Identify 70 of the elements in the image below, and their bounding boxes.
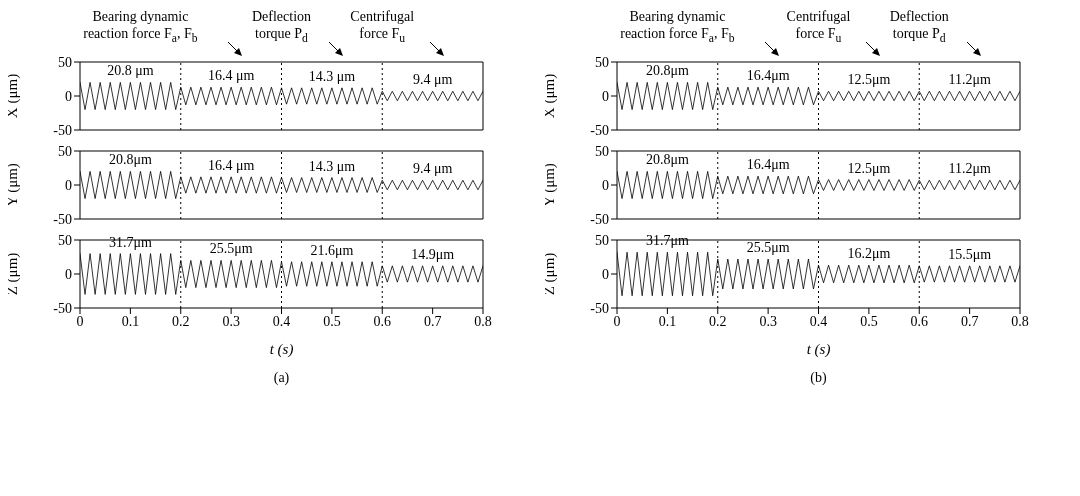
annotation: 12.5μm	[847, 160, 891, 176]
x-tick-label: 0.7	[960, 313, 979, 329]
y-tick-label: 0	[65, 88, 72, 104]
text: Deflection torque P$_{d}$	[250, 8, 313, 47]
annotation: 16.2μm	[847, 246, 891, 262]
y-tick-label: -50	[53, 122, 72, 138]
annotation: 14.3 μm	[308, 68, 356, 84]
y-tick-label: -50	[590, 122, 609, 138]
annotation: 21.6μm	[310, 242, 354, 258]
x-tick-label: 0.3	[759, 313, 777, 329]
annotation: 16.4μm	[746, 68, 790, 84]
y-tick-label: 50	[595, 54, 609, 70]
y-tick-label: 0	[65, 177, 72, 193]
y-tick-label: 0	[602, 177, 609, 193]
x-tick-label: 0.7	[423, 313, 442, 329]
annotation: 14.9μm	[411, 246, 455, 262]
y-tick-label: 50	[58, 143, 72, 159]
annotation: 25.5μm	[209, 241, 253, 257]
annotation: 20.8μm	[645, 63, 689, 79]
y-tick-label: 50	[595, 143, 609, 159]
x-tick-label: 0.1	[658, 313, 677, 329]
text: (a)	[272, 370, 291, 386]
y-tick-label: 0	[65, 266, 72, 282]
x-tick-label: 0.3	[222, 313, 240, 329]
y-tick-label: 50	[58, 54, 72, 70]
annotation: 11.2μm	[948, 72, 991, 88]
x-tick-label: 0.2	[172, 313, 190, 329]
annotation: 31.7μm	[108, 234, 152, 250]
y-tick-label: 0	[602, 266, 609, 282]
x-tick-label: 0.5	[323, 313, 341, 329]
annotation: 20.8 μm	[107, 63, 154, 79]
x-tick-label: 0.4	[272, 313, 291, 329]
x-axis-title: t (s)	[806, 341, 831, 358]
x-tick-label: 0.1	[121, 313, 140, 329]
annotation: 20.8μm	[108, 152, 152, 168]
annotation: 11.2μm	[948, 161, 991, 177]
x-tick-label: 0	[613, 313, 621, 329]
text: Deflection torque P$_{d}$	[888, 8, 950, 47]
annotation: 14.3 μm	[308, 158, 356, 174]
y-tick-label: 50	[58, 232, 72, 248]
text: (b)	[809, 370, 828, 386]
annotation: 16.4 μm	[207, 68, 255, 84]
x-tick-label: 0	[76, 313, 84, 329]
x-tick-label: 0.2	[709, 313, 727, 329]
annotation: 31.7μm	[645, 233, 689, 249]
y-tick-label: -50	[53, 300, 72, 316]
text: Centrifugal force F$_{u}$	[349, 8, 416, 47]
x-tick-label: 0.6	[910, 313, 928, 329]
y-tick-label: -50	[590, 211, 609, 227]
annotation: 16.4 μm	[207, 157, 255, 173]
text: Bearing dynamic reaction force F$_{a}$, F$_{b}$	[619, 8, 736, 47]
y-tick-label: 50	[595, 232, 609, 248]
text: Centrifugal force F$_{u}$	[785, 8, 852, 47]
y-tick-label: -50	[590, 300, 609, 316]
annotation: 12.5μm	[847, 72, 891, 88]
text: Bearing dynamic reaction force F$_{a}$, F$_{b}$	[82, 8, 199, 47]
annotation: 9.4 μm	[412, 72, 453, 88]
annotation: 15.5μm	[948, 246, 992, 262]
annotation: 25.5μm	[746, 240, 790, 256]
x-axis-title: t (s)	[269, 341, 294, 358]
x-tick-label: 0.8	[474, 313, 492, 329]
x-tick-label: 0.5	[860, 313, 878, 329]
annotation: 16.4μm	[746, 157, 790, 173]
annotation: 20.8μm	[645, 152, 689, 168]
y-tick-label: -50	[53, 211, 72, 227]
y-tick-label: 0	[602, 88, 609, 104]
x-tick-label: 0.4	[809, 313, 828, 329]
x-tick-label: 0.8	[1011, 313, 1029, 329]
x-tick-label: 0.6	[373, 313, 391, 329]
annotation: 9.4 μm	[412, 161, 453, 177]
